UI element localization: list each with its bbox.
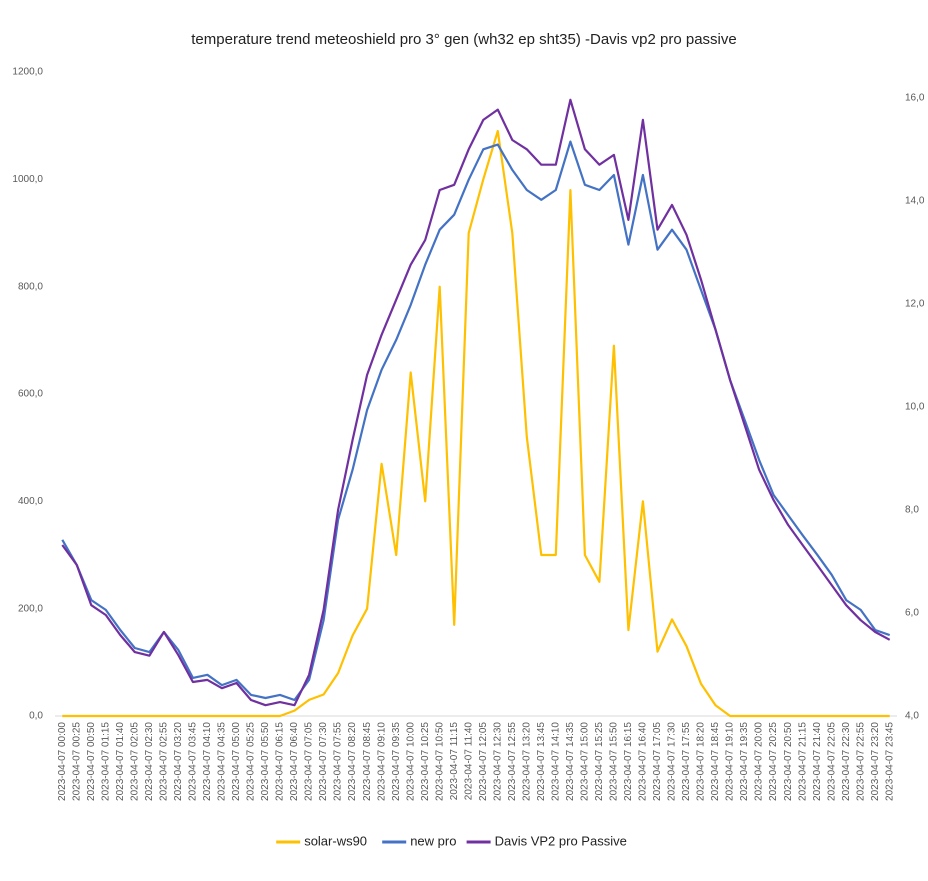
x-tick-label: 2023-04-07 08:20 — [347, 722, 358, 801]
legend-label: new pro — [410, 833, 456, 848]
x-tick-label: 2023-04-07 14:10 — [550, 722, 561, 801]
y2-tick-label: 16,0 — [905, 92, 925, 103]
x-tick-label: 2023-04-07 07:05 — [304, 722, 315, 801]
x-tick-label: 2023-04-07 15:50 — [609, 722, 620, 801]
x-tick-label: 2023-04-07 21:15 — [797, 722, 808, 801]
x-tick-label: 2023-04-07 17:05 — [652, 722, 663, 801]
x-tick-label: 2023-04-07 00:50 — [86, 722, 97, 801]
x-tick-label: 2023-04-07 10:25 — [420, 722, 431, 801]
x-tick-label: 2023-04-07 20:25 — [768, 722, 779, 801]
x-tick-label: 2023-04-07 20:50 — [783, 722, 794, 801]
y2-tick-label: 14,0 — [905, 195, 925, 206]
y-tick-label: 400,0 — [18, 496, 43, 507]
x-tick-label: 2023-04-07 11:15 — [449, 722, 460, 801]
x-tick-label: 2023-04-07 19:35 — [739, 722, 750, 801]
x-tick-label: 2023-04-07 21:40 — [812, 722, 823, 801]
x-tick-label: 2023-04-07 12:30 — [492, 722, 503, 801]
x-tick-label: 2023-04-07 23:45 — [884, 722, 895, 801]
x-tick-label: 2023-04-07 16:40 — [638, 722, 649, 801]
x-tick-label: 2023-04-07 04:35 — [217, 722, 228, 801]
x-tick-label: 2023-04-07 00:25 — [71, 722, 82, 801]
y-tick-label: 1000,0 — [12, 174, 43, 185]
x-tick-label: 2023-04-07 22:05 — [826, 722, 837, 801]
x-tick-label: 2023-04-07 08:45 — [362, 722, 373, 801]
x-tick-label: 2023-04-07 22:30 — [841, 722, 852, 801]
series-line — [61, 98, 891, 707]
series-line — [61, 140, 891, 702]
x-tick-label: 2023-04-07 18:20 — [696, 722, 707, 801]
y2-tick-label: 12,0 — [905, 298, 925, 309]
x-tick-label: 2023-04-07 02:55 — [159, 722, 170, 801]
x-tick-label: 2023-04-07 09:10 — [376, 722, 387, 801]
x-tick-label: 2023-04-07 05:00 — [231, 722, 242, 801]
x-tick-label: 2023-04-07 23:20 — [870, 722, 881, 801]
x-tick-label: 2023-04-07 17:30 — [667, 722, 678, 801]
y-tick-label: 600,0 — [18, 389, 43, 400]
y2-tick-label: 4,0 — [905, 711, 919, 722]
y-tick-label: 0,0 — [29, 711, 43, 722]
y-tick-label: 1200,0 — [12, 67, 43, 78]
x-tick-label: 2023-04-07 09:35 — [391, 722, 402, 801]
x-tick-label: 2023-04-07 01:40 — [115, 722, 126, 801]
y2-tick-label: 8,0 — [905, 505, 919, 516]
y2-tick-label: 10,0 — [905, 402, 925, 413]
x-tick-label: 2023-04-07 17:55 — [681, 722, 692, 801]
x-tick-label: 2023-04-07 02:05 — [129, 722, 140, 801]
x-tick-label: 2023-04-07 07:55 — [333, 722, 344, 801]
x-tick-label: 2023-04-07 12:55 — [507, 722, 518, 801]
x-tick-label: 2023-04-07 16:15 — [623, 722, 634, 801]
x-tick-label: 2023-04-07 03:20 — [173, 722, 184, 801]
x-tick-label: 2023-04-07 19:10 — [725, 722, 736, 801]
x-tick-label: 2023-04-07 01:15 — [100, 722, 111, 801]
y2-tick-label: 6,0 — [905, 608, 919, 619]
x-tick-label: 2023-04-07 14:35 — [565, 722, 576, 801]
x-tick-label: 2023-04-07 13:45 — [536, 722, 547, 801]
x-tick-label: 2023-04-07 22:55 — [855, 722, 866, 801]
x-tick-label: 2023-04-07 04:10 — [202, 722, 213, 801]
x-tick-label: 2023-04-07 11:40 — [463, 722, 474, 801]
x-tick-label: 2023-04-07 10:50 — [434, 722, 445, 801]
y-tick-label: 800,0 — [18, 281, 43, 292]
x-tick-label: 2023-04-07 15:00 — [580, 722, 591, 801]
chart-title: temperature trend meteoshield pro 3° gen… — [191, 31, 736, 48]
y-tick-label: 200,0 — [18, 603, 43, 614]
legend-label: Davis VP2 pro Passive — [495, 833, 627, 848]
x-tick-label: 2023-04-07 05:25 — [246, 722, 257, 801]
x-tick-label: 2023-04-07 05:50 — [260, 722, 271, 801]
x-tick-label: 2023-04-07 00:00 — [57, 722, 68, 801]
x-tick-label: 2023-04-07 06:15 — [275, 722, 286, 801]
x-tick-label: 2023-04-07 02:30 — [144, 722, 155, 801]
legend-label: solar-ws90 — [304, 833, 367, 848]
x-tick-label: 2023-04-07 18:45 — [710, 722, 721, 801]
x-tick-label: 2023-04-07 13:20 — [521, 722, 532, 801]
x-tick-label: 2023-04-07 07:30 — [318, 722, 329, 801]
x-tick-label: 2023-04-07 12:05 — [478, 722, 489, 801]
x-tick-label: 2023-04-07 15:25 — [594, 722, 605, 801]
x-tick-label: 2023-04-07 10:00 — [405, 722, 416, 801]
x-tick-label: 2023-04-07 06:40 — [289, 722, 300, 801]
x-tick-label: 2023-04-07 03:45 — [188, 722, 199, 801]
x-tick-label: 2023-04-07 20:00 — [754, 722, 765, 801]
series-line — [62, 129, 890, 718]
